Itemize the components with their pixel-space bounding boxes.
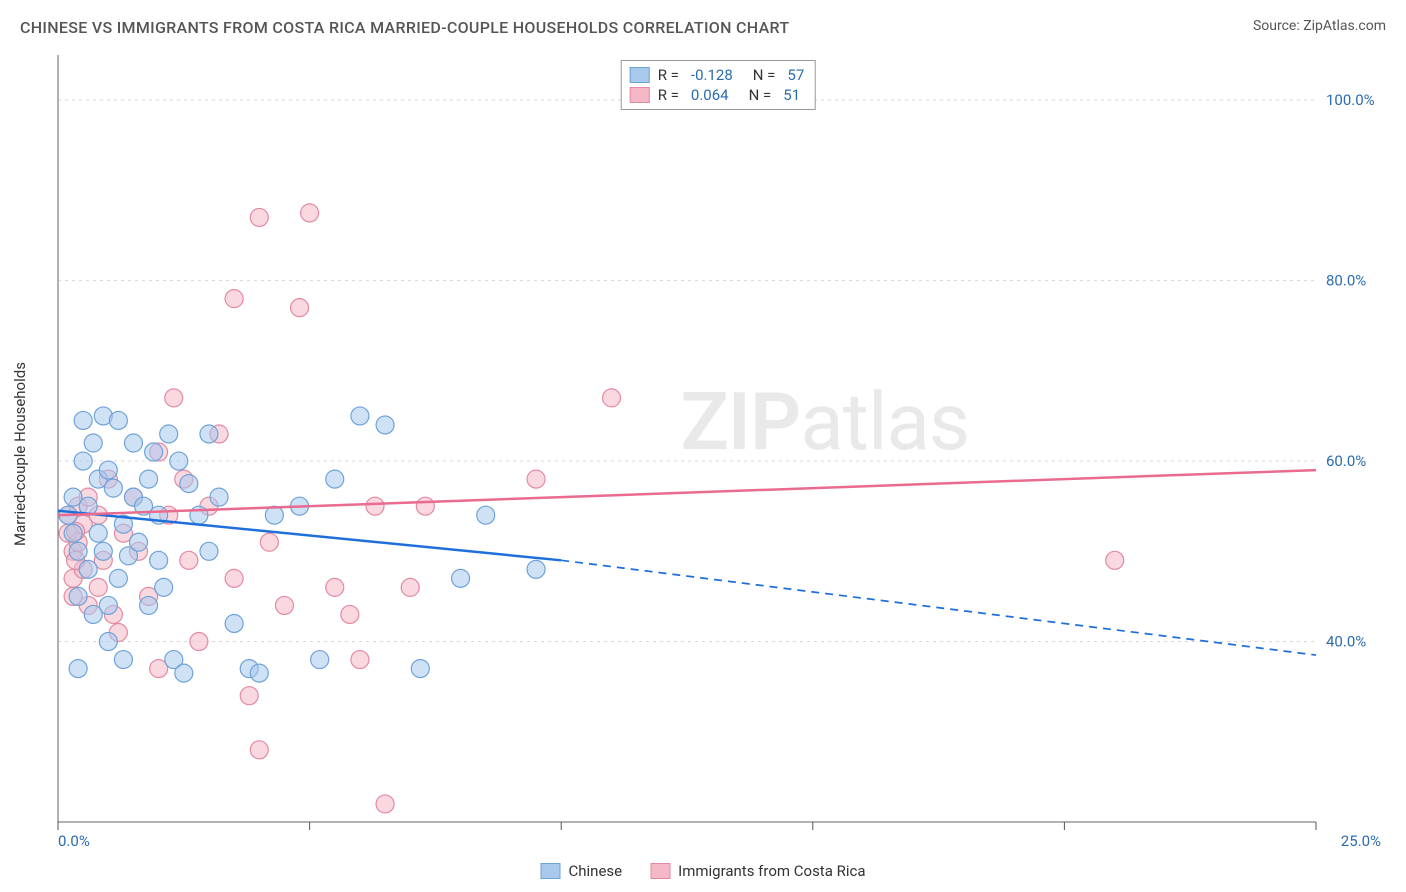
corr-n-costa-rica: 51 xyxy=(783,86,800,104)
svg-text:100.0%: 100.0% xyxy=(1326,91,1375,109)
svg-text:25.0%: 25.0% xyxy=(1341,832,1381,850)
swatch-chinese-icon xyxy=(541,863,561,879)
series-legend: Chinese Immigrants from Costa Rica xyxy=(541,862,866,880)
y-axis-label: Married-couple Households xyxy=(11,362,29,546)
svg-text:60.0%: 60.0% xyxy=(1326,452,1366,470)
swatch-costa-rica xyxy=(630,87,650,103)
corr-n-label: N = xyxy=(753,66,776,84)
corr-row-chinese: R = -0.128 N = 57 xyxy=(630,65,807,85)
legend-item-costa-rica: Immigrants from Costa Rica xyxy=(650,862,865,880)
swatch-costa-rica-icon xyxy=(650,863,670,879)
chart-title: CHINESE VS IMMIGRANTS FROM COSTA RICA MA… xyxy=(20,18,789,37)
chart-source: Source: ZipAtlas.com xyxy=(1253,18,1386,34)
corr-n-label: N = xyxy=(749,86,772,104)
corr-n-chinese: 57 xyxy=(787,66,804,84)
scatter-plot: 40.0% 60.0% 80.0% 100.0% 0.0% 25.0% xyxy=(50,55,1386,852)
corr-r-label: R = xyxy=(658,86,679,104)
svg-text:40.0%: 40.0% xyxy=(1326,633,1366,651)
legend-label-costa-rica: Immigrants from Costa Rica xyxy=(678,862,865,880)
legend-item-chinese: Chinese xyxy=(541,862,623,880)
svg-text:80.0%: 80.0% xyxy=(1326,272,1366,290)
corr-r-label: R = xyxy=(658,66,679,84)
correlation-legend: R = -0.128 N = 57 R = 0.064 N = 51 xyxy=(621,60,816,110)
corr-row-costa-rica: R = 0.064 N = 51 xyxy=(630,85,807,105)
svg-text:0.0%: 0.0% xyxy=(58,832,90,850)
corr-r-costa-rica: 0.064 xyxy=(691,86,729,104)
chart-area: Married-couple Households ZIPatlas R = -… xyxy=(50,55,1386,852)
legend-label-chinese: Chinese xyxy=(569,862,623,880)
swatch-chinese xyxy=(630,67,650,83)
corr-r-chinese: -0.128 xyxy=(691,66,733,84)
